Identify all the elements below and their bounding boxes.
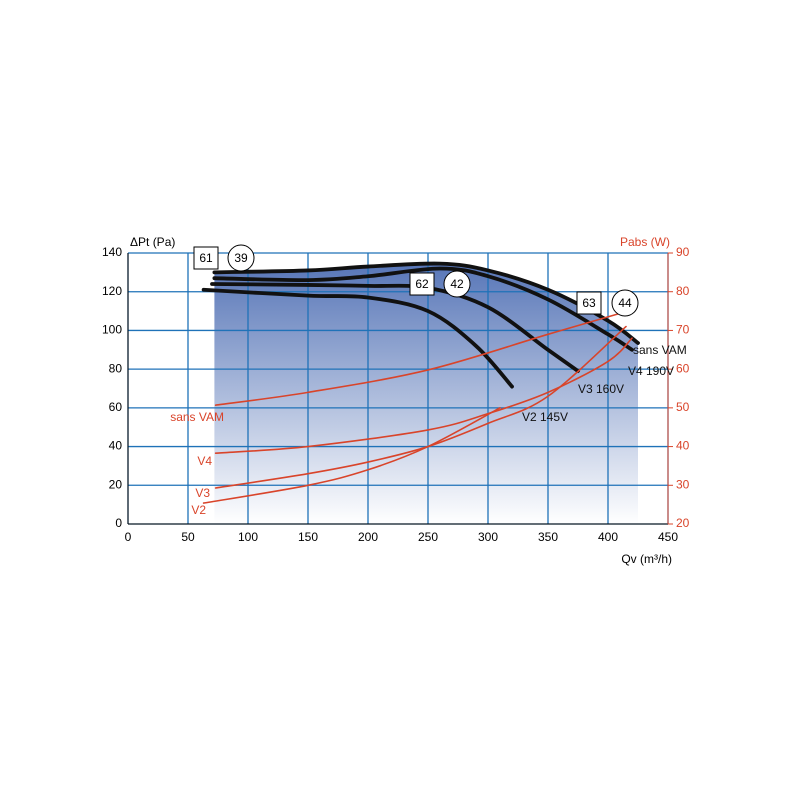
y-tick-label: 20 (109, 477, 123, 491)
annotation: 61 (199, 251, 213, 265)
y2-tick-label: 80 (676, 284, 690, 298)
annotation: 63 (582, 296, 596, 310)
y2-tick-label: 90 (676, 245, 690, 259)
y-tick-label: 40 (109, 439, 123, 453)
y-tick-label: 0 (115, 516, 122, 530)
series-label: V2 (191, 503, 206, 517)
x-tick-label: 400 (598, 530, 618, 544)
y2-tick-label: 40 (676, 439, 690, 453)
y2-tick-label: 70 (676, 323, 690, 337)
y-tick-label: 80 (109, 361, 123, 375)
power-curve (202, 407, 501, 504)
pressure-curve (201, 287, 514, 389)
series-label: V2 145V (522, 410, 568, 424)
annotation-box (576, 291, 602, 315)
series-label: V3 (195, 486, 210, 500)
y-tick-label: 100 (102, 323, 122, 337)
series-label: V4 (197, 454, 212, 468)
y2-tick-label: 30 (676, 477, 690, 491)
x-axis-label: Qv (m³/h) (621, 552, 672, 566)
y-tick-label: 140 (102, 245, 122, 259)
y2-tick-label: 20 (676, 516, 690, 530)
y-axis-label: ΔPt (Pa) (130, 235, 175, 249)
series-label: sans VAM (633, 343, 687, 357)
series-label: V4 190V (628, 364, 674, 378)
x-tick-label: 350 (538, 530, 558, 544)
x-tick-label: 250 (418, 530, 438, 544)
x-tick-label: 0 (125, 530, 132, 544)
power-curve (214, 309, 633, 406)
annotation: 62 (415, 277, 429, 291)
x-tick-label: 50 (181, 530, 195, 544)
annotation: 44 (618, 296, 632, 310)
shade-area (214, 263, 638, 524)
pressure-curve (212, 266, 634, 352)
annotation-circle (227, 244, 255, 272)
annotation: 42 (450, 277, 464, 291)
annotation-box (193, 246, 219, 270)
annotation-circle (611, 289, 639, 317)
annotation-box (409, 272, 435, 296)
series-label: sans VAM (170, 410, 224, 424)
annotation: 39 (234, 251, 248, 265)
y2-tick-label: 60 (676, 361, 690, 375)
x-tick-label: 150 (298, 530, 318, 544)
power-curve (214, 337, 633, 454)
pressure-curve (212, 261, 640, 345)
y2-axis-label: Pabs (W) (620, 235, 670, 249)
y2-tick-label: 50 (676, 400, 690, 414)
y-tick-label: 120 (102, 284, 122, 298)
x-tick-label: 100 (238, 530, 258, 544)
series-label: V3 160V (578, 382, 624, 396)
x-tick-label: 200 (358, 530, 378, 544)
y-tick-label: 60 (109, 400, 123, 414)
annotation-circle (443, 270, 471, 298)
x-tick-label: 450 (658, 530, 678, 544)
x-tick-label: 300 (478, 530, 498, 544)
